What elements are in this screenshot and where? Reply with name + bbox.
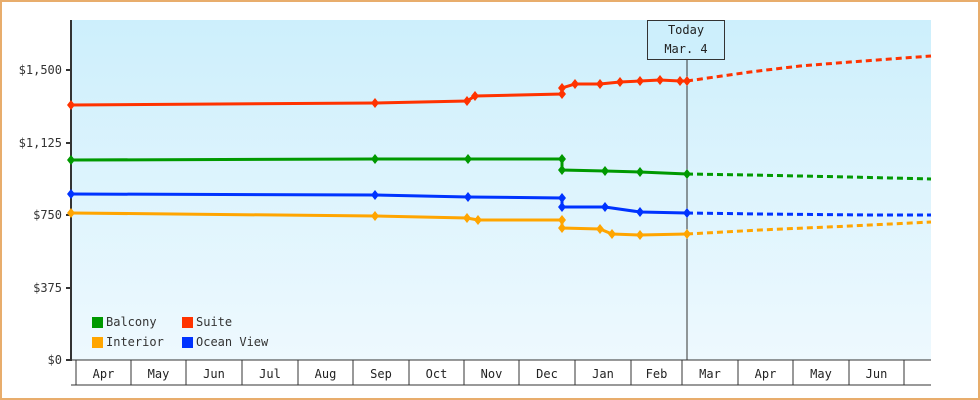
- series-interior: [67, 208, 932, 240]
- today-label: Today: [667, 23, 705, 37]
- data-point-marker[interactable]: [464, 154, 472, 164]
- data-point-marker[interactable]: [67, 155, 75, 165]
- data-point-marker[interactable]: [67, 189, 75, 199]
- data-point-marker[interactable]: [596, 79, 604, 89]
- data-point-marker[interactable]: [636, 207, 644, 217]
- data-point-marker[interactable]: [558, 202, 566, 212]
- data-point-marker[interactable]: [371, 98, 379, 108]
- data-point-marker[interactable]: [656, 75, 664, 85]
- legend-item-suite[interactable]: Suite: [182, 315, 272, 329]
- data-point-marker[interactable]: [683, 229, 691, 239]
- y-tick-label: $750: [33, 208, 62, 222]
- data-point-marker[interactable]: [371, 190, 379, 200]
- data-point-marker[interactable]: [683, 76, 691, 86]
- x-tick-label: Jan: [592, 367, 614, 381]
- interior-swatch-icon: [92, 336, 103, 348]
- x-tick-label: Sep: [370, 367, 392, 381]
- data-point-marker[interactable]: [463, 96, 471, 106]
- x-tick-label: May: [148, 367, 170, 381]
- y-tick-label: $1,125: [19, 136, 62, 150]
- y-tick-label: $375: [33, 281, 62, 295]
- legend-item-interior[interactable]: Interior: [92, 335, 182, 349]
- ocean-view-swatch-icon: [182, 336, 193, 348]
- data-point-marker[interactable]: [471, 91, 479, 101]
- data-point-marker[interactable]: [676, 76, 684, 86]
- series-lines: [67, 54, 932, 240]
- y-tick-label: $0: [48, 353, 62, 367]
- data-point-marker[interactable]: [558, 223, 566, 233]
- plot-area: [71, 20, 931, 360]
- data-point-marker[interactable]: [683, 208, 691, 218]
- x-tick-label: May: [810, 367, 832, 381]
- series-balcony: [67, 154, 932, 181]
- x-tick-label: Feb: [646, 367, 668, 381]
- x-tick-label: Aug: [315, 367, 337, 381]
- balcony-swatch-icon: [92, 316, 103, 328]
- data-point-marker[interactable]: [683, 169, 691, 179]
- x-tick-label: Apr: [93, 367, 115, 381]
- data-point-marker[interactable]: [464, 192, 472, 202]
- legend-item-balcony[interactable]: Balcony: [92, 315, 182, 329]
- data-point-marker[interactable]: [463, 213, 471, 223]
- data-point-marker[interactable]: [558, 89, 566, 99]
- x-tick-label: Jun: [866, 367, 888, 381]
- y-axis: $0 $375 $750 $1,125 $1,500: [19, 20, 72, 367]
- x-axis: Apr May Jun Jul Aug Sep Oct Nov Dec Jan Feb Mar Apr M…: [71, 359, 931, 386]
- data-point-marker[interactable]: [558, 215, 566, 225]
- data-point-marker[interactable]: [608, 229, 616, 239]
- x-tick-label: Jul: [259, 367, 281, 381]
- data-point-marker[interactable]: [67, 208, 75, 218]
- series-suite: [67, 54, 932, 110]
- today-date: Mar. 4: [664, 42, 708, 56]
- data-point-marker[interactable]: [558, 165, 566, 175]
- x-tick-label: Mar: [699, 367, 721, 381]
- suite-swatch-icon: [182, 316, 193, 328]
- y-tick-label: $1,500: [19, 63, 62, 77]
- data-point-marker[interactable]: [636, 230, 644, 240]
- x-tick-label: Jun: [203, 367, 225, 381]
- data-point-marker[interactable]: [601, 202, 609, 212]
- data-point-marker[interactable]: [558, 83, 566, 93]
- data-point-marker[interactable]: [596, 224, 604, 234]
- x-tick-label: Apr: [755, 367, 777, 381]
- data-point-marker[interactable]: [558, 154, 566, 164]
- data-point-marker[interactable]: [636, 167, 644, 177]
- data-point-marker[interactable]: [636, 76, 644, 86]
- x-tick-label: Dec: [536, 367, 558, 381]
- data-point-marker[interactable]: [616, 77, 624, 87]
- data-point-marker[interactable]: [67, 100, 75, 110]
- data-point-marker[interactable]: [571, 79, 579, 89]
- data-point-marker[interactable]: [558, 193, 566, 203]
- data-point-marker[interactable]: [474, 215, 482, 225]
- x-tick-label: Oct: [426, 367, 448, 381]
- legend: Balcony Suite Interior Ocean View: [92, 312, 272, 352]
- x-tick-label: Nov: [481, 367, 503, 381]
- data-point-marker[interactable]: [371, 154, 379, 164]
- legend-item-ocean-view[interactable]: Ocean View: [182, 335, 272, 349]
- series-ocean-view: [67, 189, 931, 218]
- today-annotation: Today Mar. 4: [647, 20, 725, 60]
- data-point-marker[interactable]: [371, 211, 379, 221]
- data-point-marker[interactable]: [601, 166, 609, 176]
